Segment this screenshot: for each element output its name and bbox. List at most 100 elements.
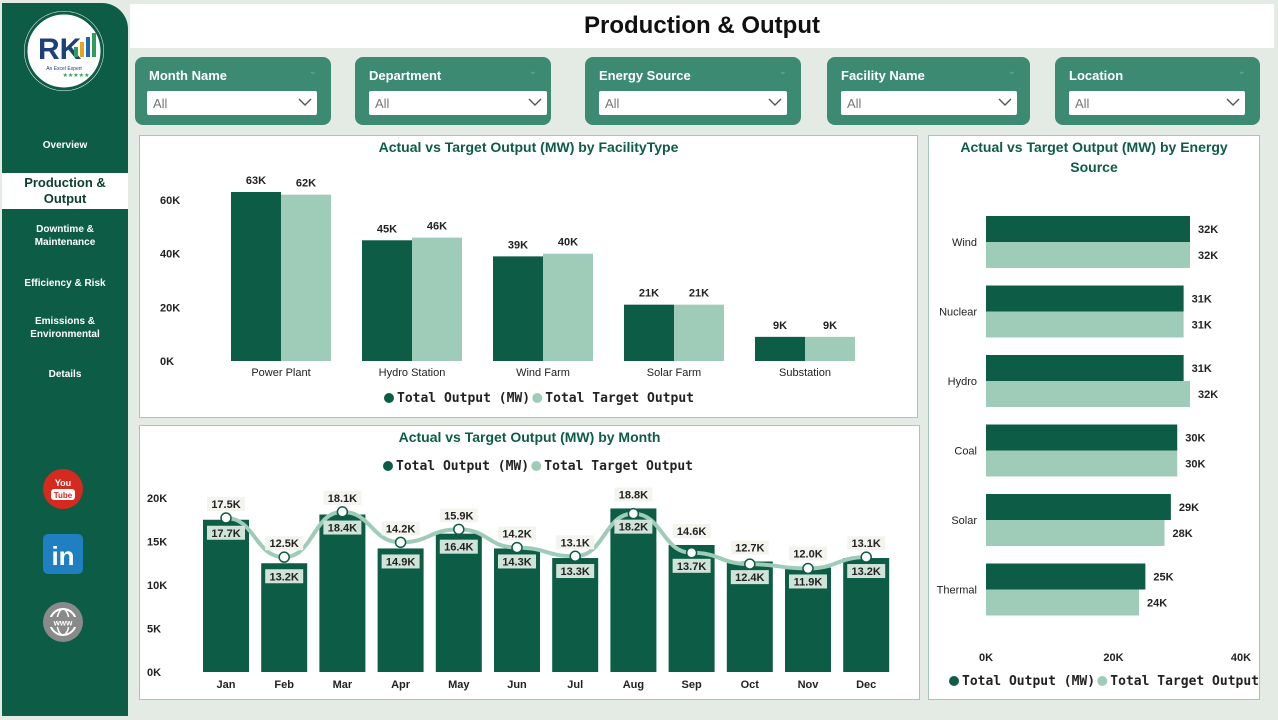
sidebar: RK An Excel Expert ★★★★★ Overview Produc… xyxy=(2,3,128,716)
youtube-icon[interactable]: You Tube xyxy=(42,468,84,510)
filter-dropdown[interactable]: All xyxy=(147,91,317,115)
target-data-label: 14.9K xyxy=(386,556,415,568)
target-data-label: 32K xyxy=(1198,250,1218,262)
chevron-down-icon: ⌄ xyxy=(1237,66,1246,77)
y-tick-label: 20K xyxy=(160,302,180,314)
output-data-label: 13.1K xyxy=(852,538,881,550)
target-data-label: 16.4K xyxy=(444,542,473,554)
x-tick-label: Jul xyxy=(567,679,583,691)
target-data-label-bg xyxy=(439,539,478,554)
nav-efficiency-risk[interactable]: Efficiency & Risk xyxy=(24,278,106,289)
filter-facility-name[interactable]: Facility Name ⌄ All xyxy=(827,57,1030,125)
output-data-label: 39K xyxy=(508,239,528,251)
filter-energy-source[interactable]: Energy Source ⌄ All xyxy=(585,57,801,125)
month-chart-panel: Actual vs Target Output (MW) by Month 0K… xyxy=(139,425,920,700)
x-tick-label: Jan xyxy=(217,679,236,691)
target-data-label: 28K xyxy=(1173,528,1193,540)
output-bar xyxy=(493,256,543,361)
target-bar xyxy=(412,237,462,361)
output-data-label: 32K xyxy=(1198,224,1218,236)
page-title: Production & Output xyxy=(584,12,820,39)
output-data-label-bg xyxy=(730,540,769,555)
y-tick-label: 0K xyxy=(147,667,161,679)
legend-output-label: Total Output (MW) xyxy=(962,674,1095,689)
target-data-label-bg xyxy=(672,558,711,573)
x-tick-label: Nov xyxy=(798,679,820,691)
output-data-label: 25K xyxy=(1153,572,1173,584)
nav-overview[interactable]: Overview xyxy=(42,140,88,151)
output-data-label: 12.7K xyxy=(735,543,764,555)
filter-month-name[interactable]: Month Name ⌄ All xyxy=(135,57,331,125)
y-tick-label: Wind xyxy=(952,237,977,249)
output-data-label-bg xyxy=(265,536,304,551)
filter-dropdown[interactable]: All xyxy=(599,91,787,115)
target-marker xyxy=(860,551,872,563)
target-marker xyxy=(336,506,349,518)
filter-location[interactable]: Location ⌄ All xyxy=(1055,57,1260,125)
filter-label: Location xyxy=(1069,68,1124,83)
filter-value: All xyxy=(1075,96,1090,111)
target-data-label: 21K xyxy=(689,288,709,300)
target-bar xyxy=(674,304,724,361)
month-chart: 0K 5K 10K 15K 20K Total Output (MW) Total Targ… xyxy=(147,459,890,691)
output-data-label-bg xyxy=(847,536,886,551)
output-data-label-bg xyxy=(207,497,245,512)
target-bar xyxy=(986,311,1184,338)
target-marker xyxy=(453,523,465,536)
filter-label: Department xyxy=(369,68,442,83)
x-tick-label: Solar Farm xyxy=(647,367,701,379)
output-data-label-bg xyxy=(323,490,362,505)
output-data-label: 31K xyxy=(1192,294,1212,306)
legend-target-label: Total Target Output xyxy=(1110,674,1259,689)
x-tick-label: 20K xyxy=(1103,652,1123,664)
nav-emissions-environmental[interactable]: Emissions & Environmental xyxy=(30,316,100,340)
target-data-label: 17.7K xyxy=(211,528,240,540)
chevron-down-icon xyxy=(998,98,1012,106)
x-tick-label: Wind Farm xyxy=(516,367,570,379)
x-tick-label: Oct xyxy=(741,679,760,691)
output-data-label: 18.1K xyxy=(328,493,357,505)
filter-department[interactable]: Department ⌄ All xyxy=(355,57,551,125)
target-data-label: 13.7K xyxy=(677,561,706,573)
globe-icon[interactable]: www xyxy=(42,601,84,643)
svg-text:in: in xyxy=(51,541,74,571)
y-tick-label: Thermal xyxy=(937,585,977,597)
output-data-label: 17.5K xyxy=(211,499,240,511)
target-marker xyxy=(394,536,407,549)
target-data-label: 12.4K xyxy=(735,572,764,584)
target-data-label: 13.3K xyxy=(561,566,590,578)
x-tick-label: Sep xyxy=(682,679,702,691)
nav-production-output[interactable]: Production & Output xyxy=(2,173,128,209)
filter-dropdown[interactable]: All xyxy=(369,91,547,115)
filter-dropdown[interactable]: All xyxy=(841,91,1017,115)
linkedin-icon[interactable]: in xyxy=(42,533,84,575)
target-data-label: 32K xyxy=(1198,389,1218,401)
target-bar xyxy=(805,336,855,361)
energy-chart: 32K 32K Wind 31K 31K Nuclear 31K 32K Hydro 30K 30K… xyxy=(937,216,1259,689)
nav-downtime-maintenance[interactable]: Downtime & Maintenance xyxy=(34,224,96,248)
nav-details[interactable]: Details xyxy=(48,369,82,380)
y-tick-label: Nuclear xyxy=(939,307,977,319)
filter-value: All xyxy=(605,96,620,111)
target-data-label: 30K xyxy=(1185,459,1205,471)
target-data-label-bg xyxy=(265,569,304,584)
output-bar xyxy=(986,285,1184,312)
target-data-label: 24K xyxy=(1147,598,1167,610)
energy-chart-panel: Actual vs Target Output (MW) by Energy S… xyxy=(928,135,1260,700)
output-bar xyxy=(203,519,249,672)
x-tick-label: 40K xyxy=(1231,652,1251,664)
target-bar xyxy=(986,450,1178,477)
target-bar xyxy=(986,520,1165,546)
legend-output-marker xyxy=(949,676,959,686)
output-data-label: 14.6K xyxy=(677,526,706,538)
y-tick-label: Solar xyxy=(951,515,977,527)
filter-dropdown[interactable]: All xyxy=(1069,91,1245,115)
legend-output-marker xyxy=(383,461,393,471)
output-bar xyxy=(231,192,281,361)
output-data-label: 15.9K xyxy=(444,510,473,522)
x-tick-label: Mar xyxy=(333,679,353,691)
legend-output-label: Total Output (MW) xyxy=(397,391,530,406)
svg-text:You: You xyxy=(55,478,71,488)
output-bar xyxy=(986,355,1184,381)
target-bar xyxy=(543,253,593,361)
